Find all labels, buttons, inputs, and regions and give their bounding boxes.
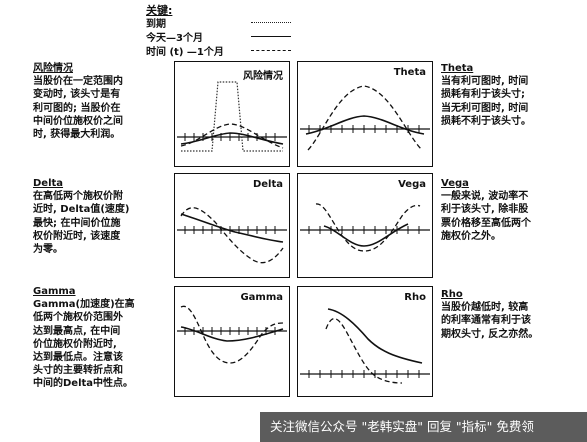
note-line: 损耗有利于该头寸;	[441, 89, 525, 101]
legend-title: 关键:	[146, 4, 173, 17]
panel-theta-plot	[300, 85, 430, 151]
note-line: 一般来说, 波动率不	[441, 191, 529, 203]
note-line: 低两个施权价范围外	[33, 312, 123, 324]
note-line: 当无利可图时, 时间	[441, 102, 529, 114]
panel-vega: Vega	[297, 173, 433, 278]
note-line: 期权头寸, 反之亦然。	[441, 328, 539, 340]
panel-theta-title: Theta	[393, 67, 426, 78]
note-line: 近时, Delta值(速度)	[33, 204, 130, 216]
panel-gamma-plot	[177, 305, 287, 364]
note-gamma-title: Gamma	[33, 286, 76, 297]
panel-gamma: Gamma	[174, 286, 290, 397]
legend-label-time: 时间 (t) —1个月	[146, 47, 224, 58]
note-theta-title: Theta	[441, 63, 474, 74]
legend: 关键: 到期 今天—3个月 时间 (t) —1个月	[146, 2, 296, 58]
panel-theta: Theta	[297, 61, 433, 167]
panel-delta-title: Delta	[252, 179, 283, 190]
note-line: 变动时, 该头寸是有	[33, 89, 121, 101]
note-line: 最快; 在中间价位施	[33, 217, 121, 229]
note-vega-title: Vega	[441, 178, 469, 189]
panel-rho-title: Rho	[404, 292, 426, 303]
legend-swatch-solid	[251, 36, 291, 37]
note-vega: Vega 一般来说, 波动率不 利于该头寸, 除非股 票价格移至高低两个 施权价…	[441, 177, 561, 243]
panel-vega-title: Vega	[398, 179, 426, 190]
note-risk-title: 风险情况	[33, 63, 73, 74]
note-line: 权价附近时, 该速度	[33, 230, 121, 242]
note-rho: Rho 当股价越低时, 较高 的利率通常有利于该 期权头寸, 反之亦然。	[441, 288, 561, 341]
legend-swatch-dashed	[251, 50, 291, 51]
note-line: 损耗不利于该头寸。	[441, 115, 531, 127]
watermark-banner: 关注微信公众号 "老韩实盘" 回复 "指标" 免费领	[260, 412, 587, 442]
panel-vega-plot	[300, 203, 430, 252]
panel-delta: Delta	[174, 173, 290, 278]
note-rho-title: Rho	[441, 289, 463, 300]
legend-label-today: 今天—3个月	[146, 33, 203, 44]
note-line: 达到最低点。注意该	[33, 352, 123, 364]
note-line: Gamma(加速度)在高	[33, 299, 135, 311]
legend-label-expiry: 到期	[146, 19, 166, 30]
panel-rho-plot	[300, 308, 430, 384]
panel-risk-title: 风险情况	[243, 71, 283, 82]
note-line: 当股价越低时, 较高	[441, 302, 529, 314]
note-line: 票价格移至高低两个	[441, 217, 531, 229]
note-line: 头寸的主要转折点和	[33, 365, 123, 377]
note-line: 中间的Delta中性点。	[33, 378, 134, 390]
note-line: 当股价在一定范围内	[33, 76, 123, 88]
note-line: 达到最高点, 在中间	[33, 325, 121, 337]
note-line: 在高低两个施权价附	[33, 191, 123, 203]
panel-risk-plot	[177, 81, 287, 152]
note-delta-title: Delta	[33, 178, 64, 189]
note-line: 当有利可图时, 时间	[441, 76, 529, 88]
panel-delta-plot	[177, 207, 287, 264]
panel-risk: 风险情况	[174, 61, 290, 167]
note-line: 的利率通常有利于该	[441, 315, 531, 327]
note-line: 施权价之外。	[441, 230, 501, 242]
note-line: 利于该头寸, 除非股	[441, 204, 529, 216]
note-theta: Theta 当有利可图时, 时间 损耗有利于该头寸; 当无利可图时, 时间 损耗…	[441, 62, 561, 128]
note-delta: Delta 在高低两个施权价附 近时, Delta值(速度) 最快; 在中间价位…	[33, 177, 149, 256]
note-line: 利可图的; 当股价在	[33, 102, 121, 114]
note-line: 价位施权价附近时,	[33, 338, 117, 350]
note-gamma: Gamma Gamma(加速度)在高 低两个施权价范围外 达到最高点, 在中间 …	[33, 285, 149, 391]
note-line: 时, 获得最大利润。	[33, 129, 121, 141]
note-line: 中间价位施权价之间	[33, 115, 123, 127]
note-risk: 风险情况 当股价在一定范围内 变动时, 该头寸是有 利可图的; 当股价在 中间价…	[33, 62, 149, 141]
panel-rho: Rho	[297, 286, 433, 397]
legend-swatch-dotted	[251, 22, 291, 23]
note-line: 为零。	[33, 244, 63, 256]
panel-gamma-title: Gamma	[240, 292, 283, 303]
